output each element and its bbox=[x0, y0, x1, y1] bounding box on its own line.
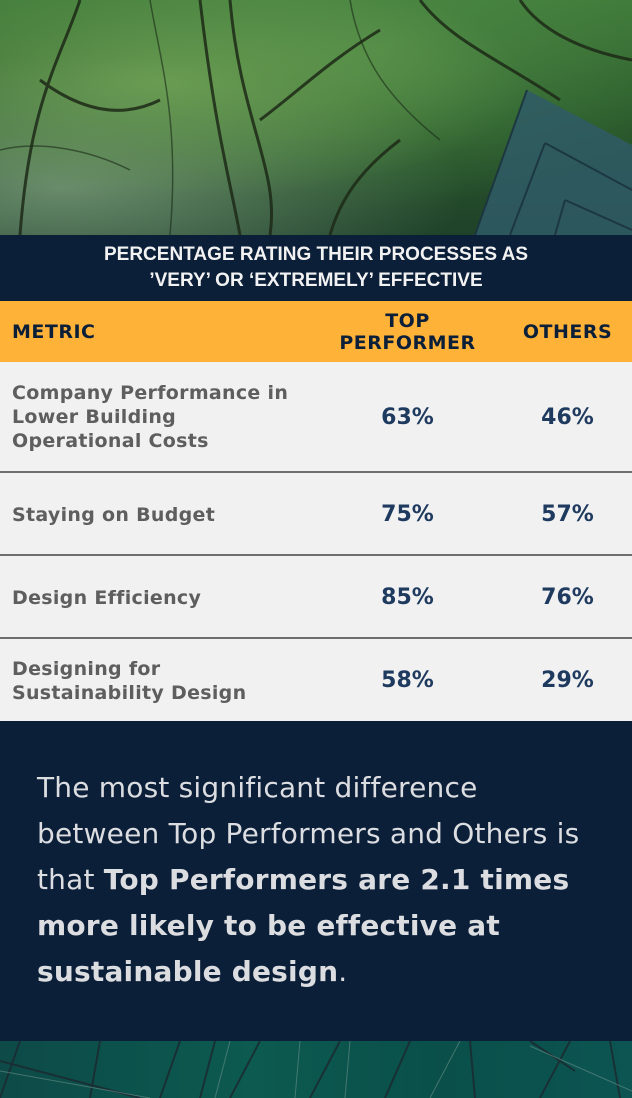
row-label-line: Designing for bbox=[12, 658, 161, 680]
row-label-line: Sustainability Design bbox=[12, 682, 247, 704]
column-header-top-performer: TOP PERFORMER bbox=[330, 310, 485, 354]
hero-photo-trees-building bbox=[0, 0, 632, 235]
others-value: 76% bbox=[541, 585, 594, 610]
column-header-metric: METRIC bbox=[12, 321, 96, 343]
others-value: 57% bbox=[541, 502, 594, 527]
top-performer-value: 75% bbox=[381, 502, 434, 527]
summary-end-punctuation: . bbox=[338, 955, 348, 988]
row-label-line: Design Efficiency bbox=[12, 587, 202, 609]
table-row: Staying on Budget 75% 57% bbox=[0, 473, 632, 555]
row-divider bbox=[0, 554, 632, 556]
top-performer-value: 63% bbox=[381, 405, 434, 430]
others-value: 46% bbox=[541, 405, 594, 430]
column-header-top-line-1: TOP bbox=[385, 310, 430, 332]
row-label: Company Performance in Lower Building Op… bbox=[12, 381, 312, 453]
row-label: Designing for Sustainability Design bbox=[12, 657, 312, 705]
row-divider bbox=[0, 637, 632, 639]
footer-photo-glass-building bbox=[0, 1041, 632, 1098]
section-title-line-2: ’VERY’ OR ‘EXTREMELY’ EFFECTIVE bbox=[149, 270, 483, 291]
table-row: Design Efficiency 85% 76% bbox=[0, 556, 632, 638]
summary-highlight-text: Top Performers are 2.1 times more likely… bbox=[37, 863, 570, 988]
summary-panel: The most significant difference between … bbox=[0, 721, 632, 1041]
table-row: Designing for Sustainability Design 58% … bbox=[0, 639, 632, 721]
table-header-row: METRIC TOP PERFORMER OTHERS bbox=[0, 301, 632, 362]
section-title: PERCENTAGE RATING THEIR PROCESSES AS ’VE… bbox=[0, 235, 632, 301]
top-performer-value: 85% bbox=[381, 585, 434, 610]
section-title-line-1: PERCENTAGE RATING THEIR PROCESSES AS bbox=[103, 244, 529, 265]
row-label-line: Staying on Budget bbox=[12, 504, 216, 526]
summary-plain-text: The most significant difference between … bbox=[37, 771, 580, 896]
column-header-others: OTHERS bbox=[522, 321, 613, 343]
row-label-line: Company Performance in bbox=[12, 382, 289, 404]
row-label-line: Lower Building bbox=[12, 406, 177, 428]
table-row: Company Performance in Lower Building Op… bbox=[0, 362, 632, 471]
row-divider bbox=[0, 471, 632, 473]
column-header-top-line-2: PERFORMER bbox=[339, 332, 476, 354]
row-label-line: Operational Costs bbox=[12, 430, 209, 452]
row-label: Staying on Budget bbox=[12, 503, 312, 527]
table-body: Company Performance in Lower Building Op… bbox=[0, 362, 632, 721]
glass-facade-illustration bbox=[0, 1041, 632, 1098]
others-value: 29% bbox=[541, 668, 594, 693]
summary-text: The most significant difference between … bbox=[37, 765, 597, 995]
row-label: Design Efficiency bbox=[12, 586, 312, 610]
tree-canopy-illustration bbox=[0, 0, 632, 235]
top-performer-value: 58% bbox=[381, 668, 434, 693]
